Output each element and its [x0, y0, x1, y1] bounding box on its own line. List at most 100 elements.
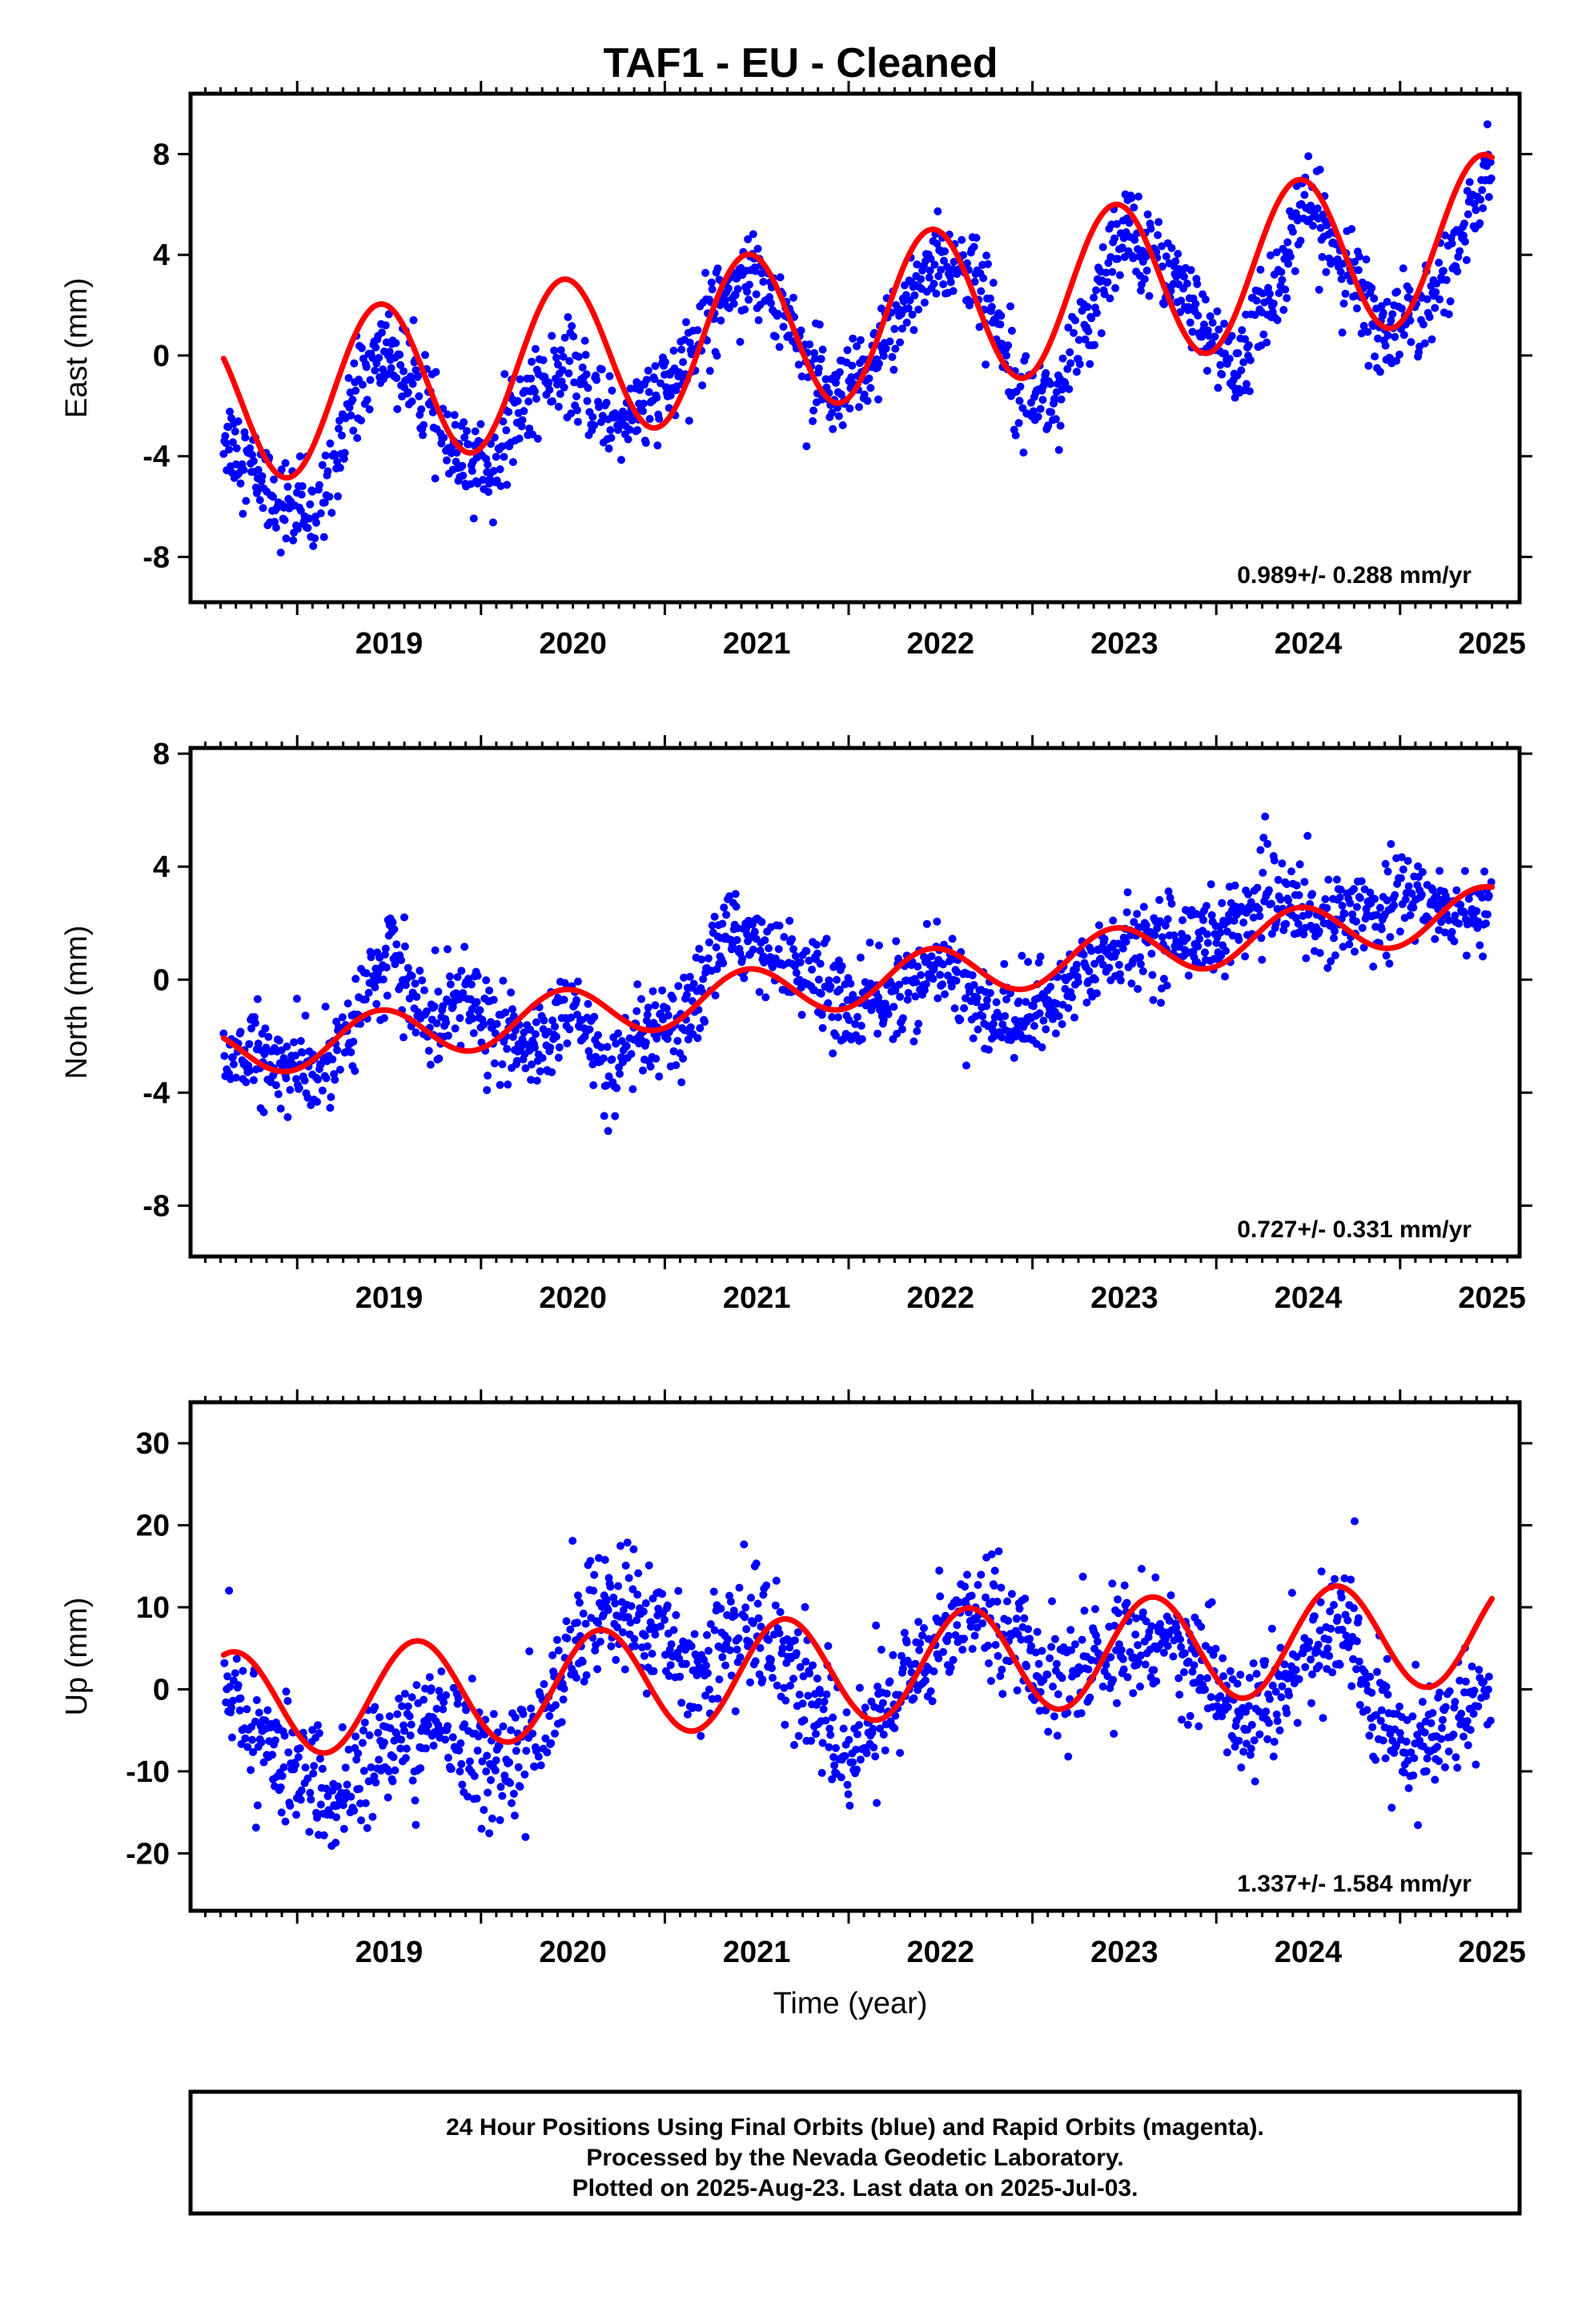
north-data-point — [1435, 866, 1444, 875]
up-data-point — [715, 1675, 724, 1684]
east-data-point — [1316, 223, 1325, 232]
up-data-point — [1147, 1622, 1156, 1630]
north-data-point — [953, 967, 962, 976]
north-data-point — [962, 1061, 970, 1070]
east-data-point — [525, 424, 534, 433]
up-y-tick-label: 0 — [153, 1674, 170, 1707]
north-data-point — [298, 1048, 307, 1057]
north-data-point — [1072, 960, 1081, 969]
up-data-point — [955, 1598, 964, 1606]
north-data-point — [1292, 881, 1301, 890]
up-data-point — [672, 1610, 681, 1619]
up-x-tick-label: 2021 — [723, 1936, 791, 1969]
north-data-point — [644, 1003, 652, 1012]
up-data-point — [873, 1799, 881, 1807]
up-data-point — [1251, 1777, 1259, 1786]
east-data-point — [340, 448, 349, 457]
east-data-point — [848, 361, 857, 370]
up-data-point — [1123, 1673, 1132, 1682]
up-data-point — [642, 1689, 651, 1698]
up-data-point — [778, 1644, 787, 1653]
up-data-point — [499, 1722, 508, 1731]
north-data-point — [1035, 1009, 1044, 1018]
east-data-point — [845, 404, 854, 413]
up-data-point — [1340, 1574, 1349, 1582]
east-data-point — [556, 389, 564, 398]
up-data-point — [568, 1537, 577, 1545]
east-data-point — [419, 431, 428, 440]
up-data-point — [323, 1791, 332, 1800]
up-data-point — [231, 1669, 239, 1678]
up-data-point — [1122, 1598, 1131, 1607]
north-data-point — [939, 960, 948, 969]
east-data-point — [1058, 354, 1067, 363]
up-data-point — [1114, 1609, 1122, 1618]
north-data-point — [1300, 878, 1309, 887]
up-data-point — [690, 1630, 699, 1638]
up-data-point — [1170, 1636, 1178, 1645]
east-data-point — [1281, 285, 1290, 294]
up-data-point — [734, 1634, 743, 1642]
east-data-point — [645, 415, 654, 424]
east-data-point — [415, 392, 424, 400]
north-data-point — [941, 990, 949, 999]
north-data-point — [585, 1025, 594, 1034]
up-data-point — [705, 1685, 713, 1694]
north-data-point — [508, 1005, 516, 1014]
north-data-point — [492, 1019, 501, 1028]
up-data-point — [1077, 1709, 1086, 1718]
north-data-point — [797, 1011, 806, 1019]
east-data-point — [226, 408, 234, 416]
up-data-point — [527, 1704, 536, 1713]
up-data-point — [966, 1622, 975, 1631]
north-data-point — [866, 979, 875, 988]
east-data-point — [1476, 219, 1484, 227]
up-data-point — [756, 1643, 765, 1652]
east-data-point — [371, 343, 380, 352]
up-data-point — [315, 1729, 323, 1738]
north-data-point — [652, 1055, 661, 1063]
up-data-point — [283, 1697, 292, 1705]
north-data-point — [482, 976, 491, 985]
up-data-point — [582, 1671, 591, 1679]
up-data-point — [1245, 1674, 1254, 1683]
east-data-point — [835, 368, 844, 376]
north-data-point — [1315, 949, 1324, 957]
east-y-tick-label: 8 — [153, 138, 170, 171]
north-data-point — [1462, 951, 1471, 960]
north-data-point — [602, 1081, 611, 1090]
up-data-point — [1142, 1617, 1150, 1626]
north-data-point — [1178, 930, 1186, 939]
north-data-point — [722, 911, 731, 919]
east-data-point — [1182, 279, 1191, 288]
up-data-point — [873, 1683, 882, 1691]
up-data-point — [1226, 1667, 1235, 1675]
east-data-point — [242, 497, 251, 505]
up-data-point — [548, 1651, 557, 1659]
north-data-point — [837, 962, 846, 971]
up-data-point — [1480, 1678, 1488, 1687]
north-data-point — [1383, 867, 1392, 876]
up-data-point — [1395, 1729, 1404, 1738]
east-fit-curve — [220, 151, 1496, 481]
north-data-point — [705, 938, 713, 947]
up-y-tick-label: 20 — [136, 1510, 170, 1543]
north-data-point — [893, 1029, 901, 1038]
up-data-point — [1451, 1698, 1460, 1707]
east-data-point — [440, 433, 448, 442]
north-data-point — [1387, 840, 1395, 848]
up-data-point — [776, 1608, 785, 1616]
east-data-point — [283, 482, 292, 491]
north-data-point — [822, 935, 831, 943]
up-data-point — [842, 1708, 851, 1717]
east-axis-label: East (mm) — [60, 278, 94, 418]
east-data-point — [384, 310, 393, 319]
east-data-point — [966, 297, 974, 306]
east-data-point — [650, 375, 659, 384]
east-data-point — [881, 344, 890, 353]
up-data-point — [483, 1751, 492, 1760]
up-data-point — [401, 1754, 410, 1763]
north-data-point — [503, 1044, 512, 1053]
east-data-point — [940, 256, 948, 265]
